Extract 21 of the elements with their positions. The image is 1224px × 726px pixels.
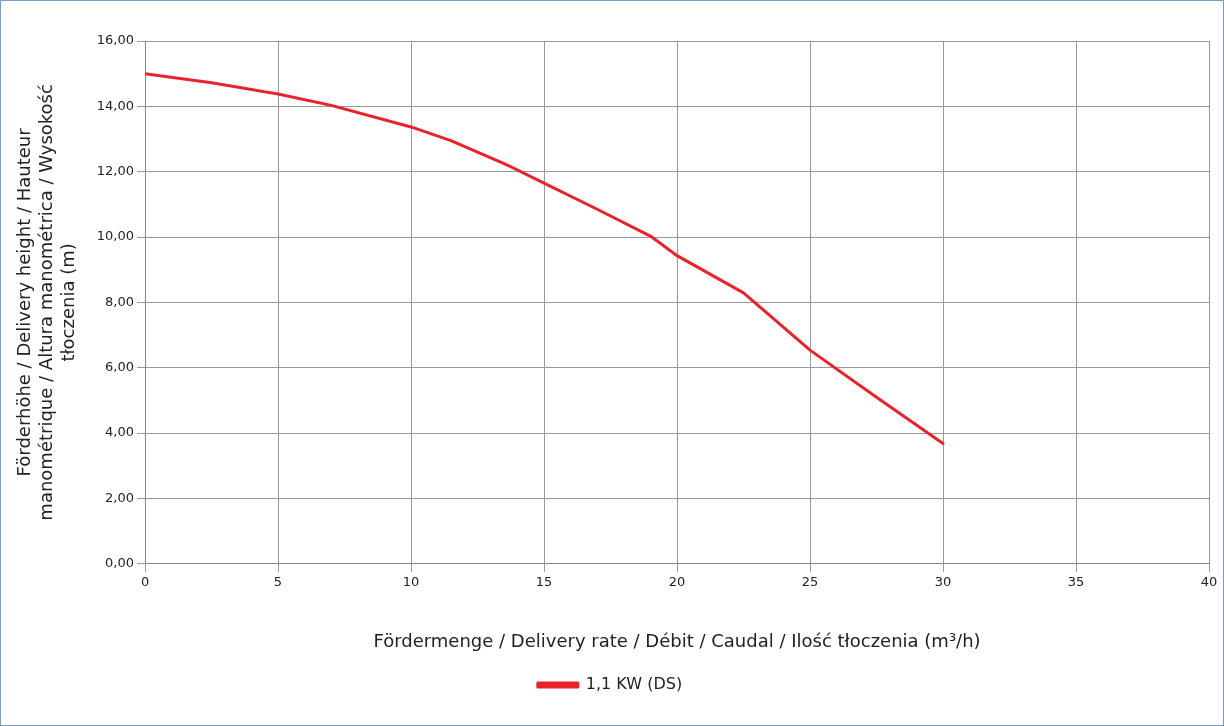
y-tick-label: 0,00 xyxy=(105,555,135,571)
x-tick-label: 20 xyxy=(668,573,686,589)
y-tick-label: 16,00 xyxy=(96,32,135,48)
y-tick-label: 14,00 xyxy=(96,97,135,113)
y-tick-label: 8,00 xyxy=(105,293,135,309)
y-tick-label: 6,00 xyxy=(105,359,135,375)
x-tick-label: 0 xyxy=(140,573,150,589)
x-tick-label: 30 xyxy=(934,573,952,589)
x-tick-label: 35 xyxy=(1067,573,1085,589)
x-tick-label: 5 xyxy=(273,573,283,589)
x-axis-title: Fördermenge / Delivery rate / Débit / Caudal / Ilość tłoczenia (m³/h) xyxy=(373,629,981,651)
legend-label: 1,1 KW (DS) xyxy=(585,674,683,694)
y-tick-label: 4,00 xyxy=(105,424,135,440)
y-tick-label: 12,00 xyxy=(96,163,135,179)
y-axis-title: Förderhöhe / Delivery height / Hauteur manométrique / Altura manométrica / Wysokość tłoczenia (m) xyxy=(13,84,78,521)
x-tick-label: 15 xyxy=(535,573,553,589)
x-tick-label: 10 xyxy=(402,573,420,589)
x-tick-label: 25 xyxy=(801,573,819,589)
y-tick-label: 10,00 xyxy=(96,228,135,244)
x-tick-label: 40 xyxy=(1200,573,1218,589)
y-tick-label: 2,00 xyxy=(105,489,135,505)
